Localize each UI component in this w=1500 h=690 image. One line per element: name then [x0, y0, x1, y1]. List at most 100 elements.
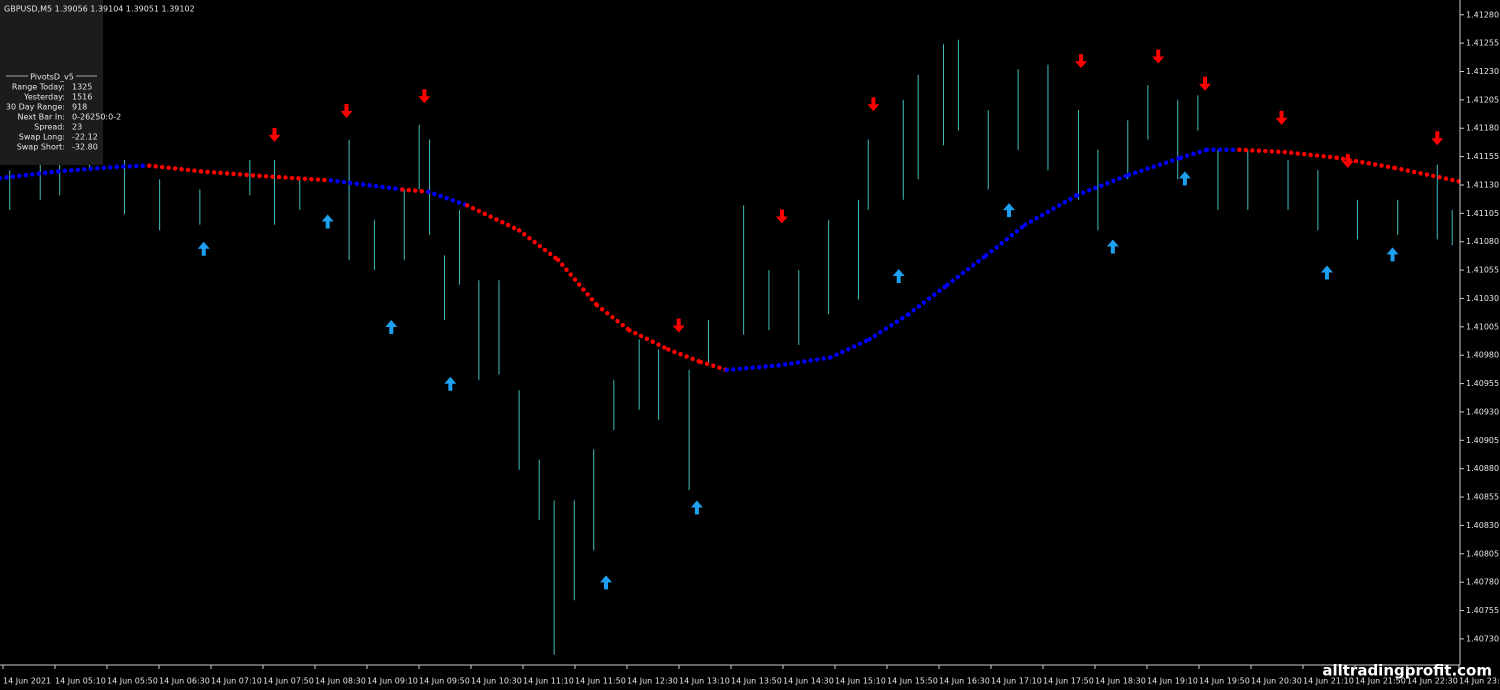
ma-segment	[1126, 155, 1184, 178]
y-tick-label: 1.41005	[1466, 322, 1499, 331]
ma-segment	[945, 253, 989, 288]
y-tick-label: 1.40880	[1466, 464, 1499, 473]
y-tick-label: 1.41030	[1466, 294, 1499, 303]
x-tick-label: 14 Jun 11:10	[523, 677, 574, 686]
x-tick-label: 14 Jun 11:50	[575, 677, 626, 686]
panel-value: -22.12	[72, 133, 98, 142]
x-tick-label: 14 Jun 07:50	[263, 677, 314, 686]
ma-segment	[906, 282, 950, 317]
y-tick-label: 1.40905	[1466, 436, 1499, 445]
y-tick-label: 1.40830	[1466, 521, 1499, 530]
chart-title: GBPUSD,M5 1.39056 1.39104 1.39051 1.3910…	[4, 5, 195, 14]
x-tick-label: 14 Jun 23:10	[1459, 677, 1500, 686]
x-tick-label: 14 Jun 05:50	[107, 677, 158, 686]
arrow-up	[1178, 171, 1191, 186]
x-tick-label: 14 Jun 14:30	[783, 677, 834, 686]
y-tick-label: 1.41055	[1466, 266, 1499, 275]
x-tick-label: 14 Jun 20:30	[1251, 677, 1302, 686]
ma-segment	[257, 173, 334, 183]
panel-rows: Range Today: 1325 Yesterday: 1516 30 Day Ran…	[6, 83, 121, 152]
arrow-down	[672, 318, 685, 333]
x-tick-label: 14 Jun 17:50	[1043, 677, 1094, 686]
ma-segment	[724, 363, 781, 373]
arrow-up	[1320, 265, 1333, 280]
y-tick-label: 1.41205	[1466, 95, 1499, 104]
ma-segment	[627, 327, 671, 352]
y-tick-label: 1.41155	[1466, 152, 1499, 161]
arrow-up	[892, 268, 905, 283]
info-panel	[0, 0, 103, 165]
panel-value: 918	[72, 103, 87, 112]
x-tick-label: 14 Jun 12:30	[627, 677, 678, 686]
panel-label: Spread:	[34, 123, 65, 132]
x-tick-label: 14 Jun 15:10	[835, 677, 886, 686]
y-tick-label: 1.40805	[1466, 549, 1499, 558]
ma-segment	[1022, 192, 1080, 227]
arrow-up	[197, 241, 210, 256]
arrow-up	[1003, 203, 1016, 218]
x-tick-label: 14 Jun 21:50	[1355, 677, 1406, 686]
y-tick-label: 1.40980	[1466, 351, 1499, 360]
x-tick-label: 14 Jun 21:10	[1303, 677, 1354, 686]
ma-segment	[776, 355, 833, 368]
y-tick-label: 1.40755	[1466, 606, 1499, 615]
ma-segment	[1282, 149, 1339, 160]
ma-segment	[666, 347, 704, 365]
arrow-up	[321, 214, 334, 229]
x-tick-label: 14 Jun 19:50	[1199, 677, 1250, 686]
arrow-up	[385, 320, 398, 335]
x-tick-label: 14 Jun 22:30	[1407, 677, 1458, 686]
x-tick-label: 14 Jun 19:10	[1147, 677, 1198, 686]
x-tick-label: 14 Jun 18:30	[1095, 677, 1146, 686]
arrow-down	[268, 127, 281, 142]
y-tick-label: 1.41180	[1466, 124, 1499, 133]
panel-label: Yesterday:	[23, 93, 65, 102]
arrow-up	[600, 575, 613, 590]
arrow-up	[1106, 239, 1119, 254]
x-tick-label: 14 Jun 13:10	[679, 677, 730, 686]
panel-value: 23	[72, 123, 82, 132]
x-tick-label: 14 Jun 05:10	[55, 677, 106, 686]
arrow-up	[690, 500, 703, 515]
ma-segment	[1392, 165, 1463, 184]
panel-title: PivotsD_v5	[30, 73, 74, 82]
x-tick-label: 14 Jun 10:30	[471, 677, 522, 686]
panel-value: -32.80	[72, 143, 98, 152]
x-tick-label: 14 Jun 16:30	[939, 677, 990, 686]
ma-segment	[426, 189, 470, 208]
ma-segment	[146, 163, 204, 174]
x-tick-label: 14 Jun 09:10	[367, 677, 418, 686]
x-tick-label: 14 Jun 08:30	[315, 677, 366, 686]
ma-segment	[400, 187, 431, 195]
y-tick-label: 1.41105	[1466, 209, 1499, 218]
y-tick-label: 1.41130	[1466, 180, 1499, 189]
ma-segment	[867, 312, 911, 342]
plot	[0, 39, 1463, 655]
ma-segment	[114, 163, 152, 170]
y-tick-label: 1.41255	[1466, 39, 1499, 48]
x-tick-label: 14 Jun 09:50	[419, 677, 470, 686]
x-tick-label: 14 Jun 06:30	[159, 677, 210, 686]
ma-segment	[698, 359, 730, 373]
panel-value: 0-26250:0-2	[72, 113, 121, 122]
panel-label: Range Today:	[12, 83, 65, 92]
arrow-up	[444, 376, 457, 391]
ma-segment	[1178, 147, 1210, 160]
x-tick-label: 14 Jun 2021	[3, 677, 51, 686]
y-tick-label: 1.40780	[1466, 578, 1499, 587]
arrow-up	[1386, 247, 1399, 262]
x-tick-label: 14 Jun 13:50	[731, 677, 782, 686]
arrow-down	[418, 89, 431, 104]
arrow-down	[1275, 110, 1288, 125]
ma-segment	[516, 228, 561, 263]
y-tick-label: 1.40730	[1466, 634, 1499, 643]
arrow-down	[1075, 54, 1088, 69]
panel-label: Next Bar In:	[17, 113, 65, 122]
arrow-down	[340, 104, 353, 119]
x-tick-label: 14 Jun 15:50	[887, 677, 938, 686]
arrow-down	[867, 97, 880, 112]
ma-segment	[328, 178, 405, 192]
ma-segment	[594, 303, 632, 333]
